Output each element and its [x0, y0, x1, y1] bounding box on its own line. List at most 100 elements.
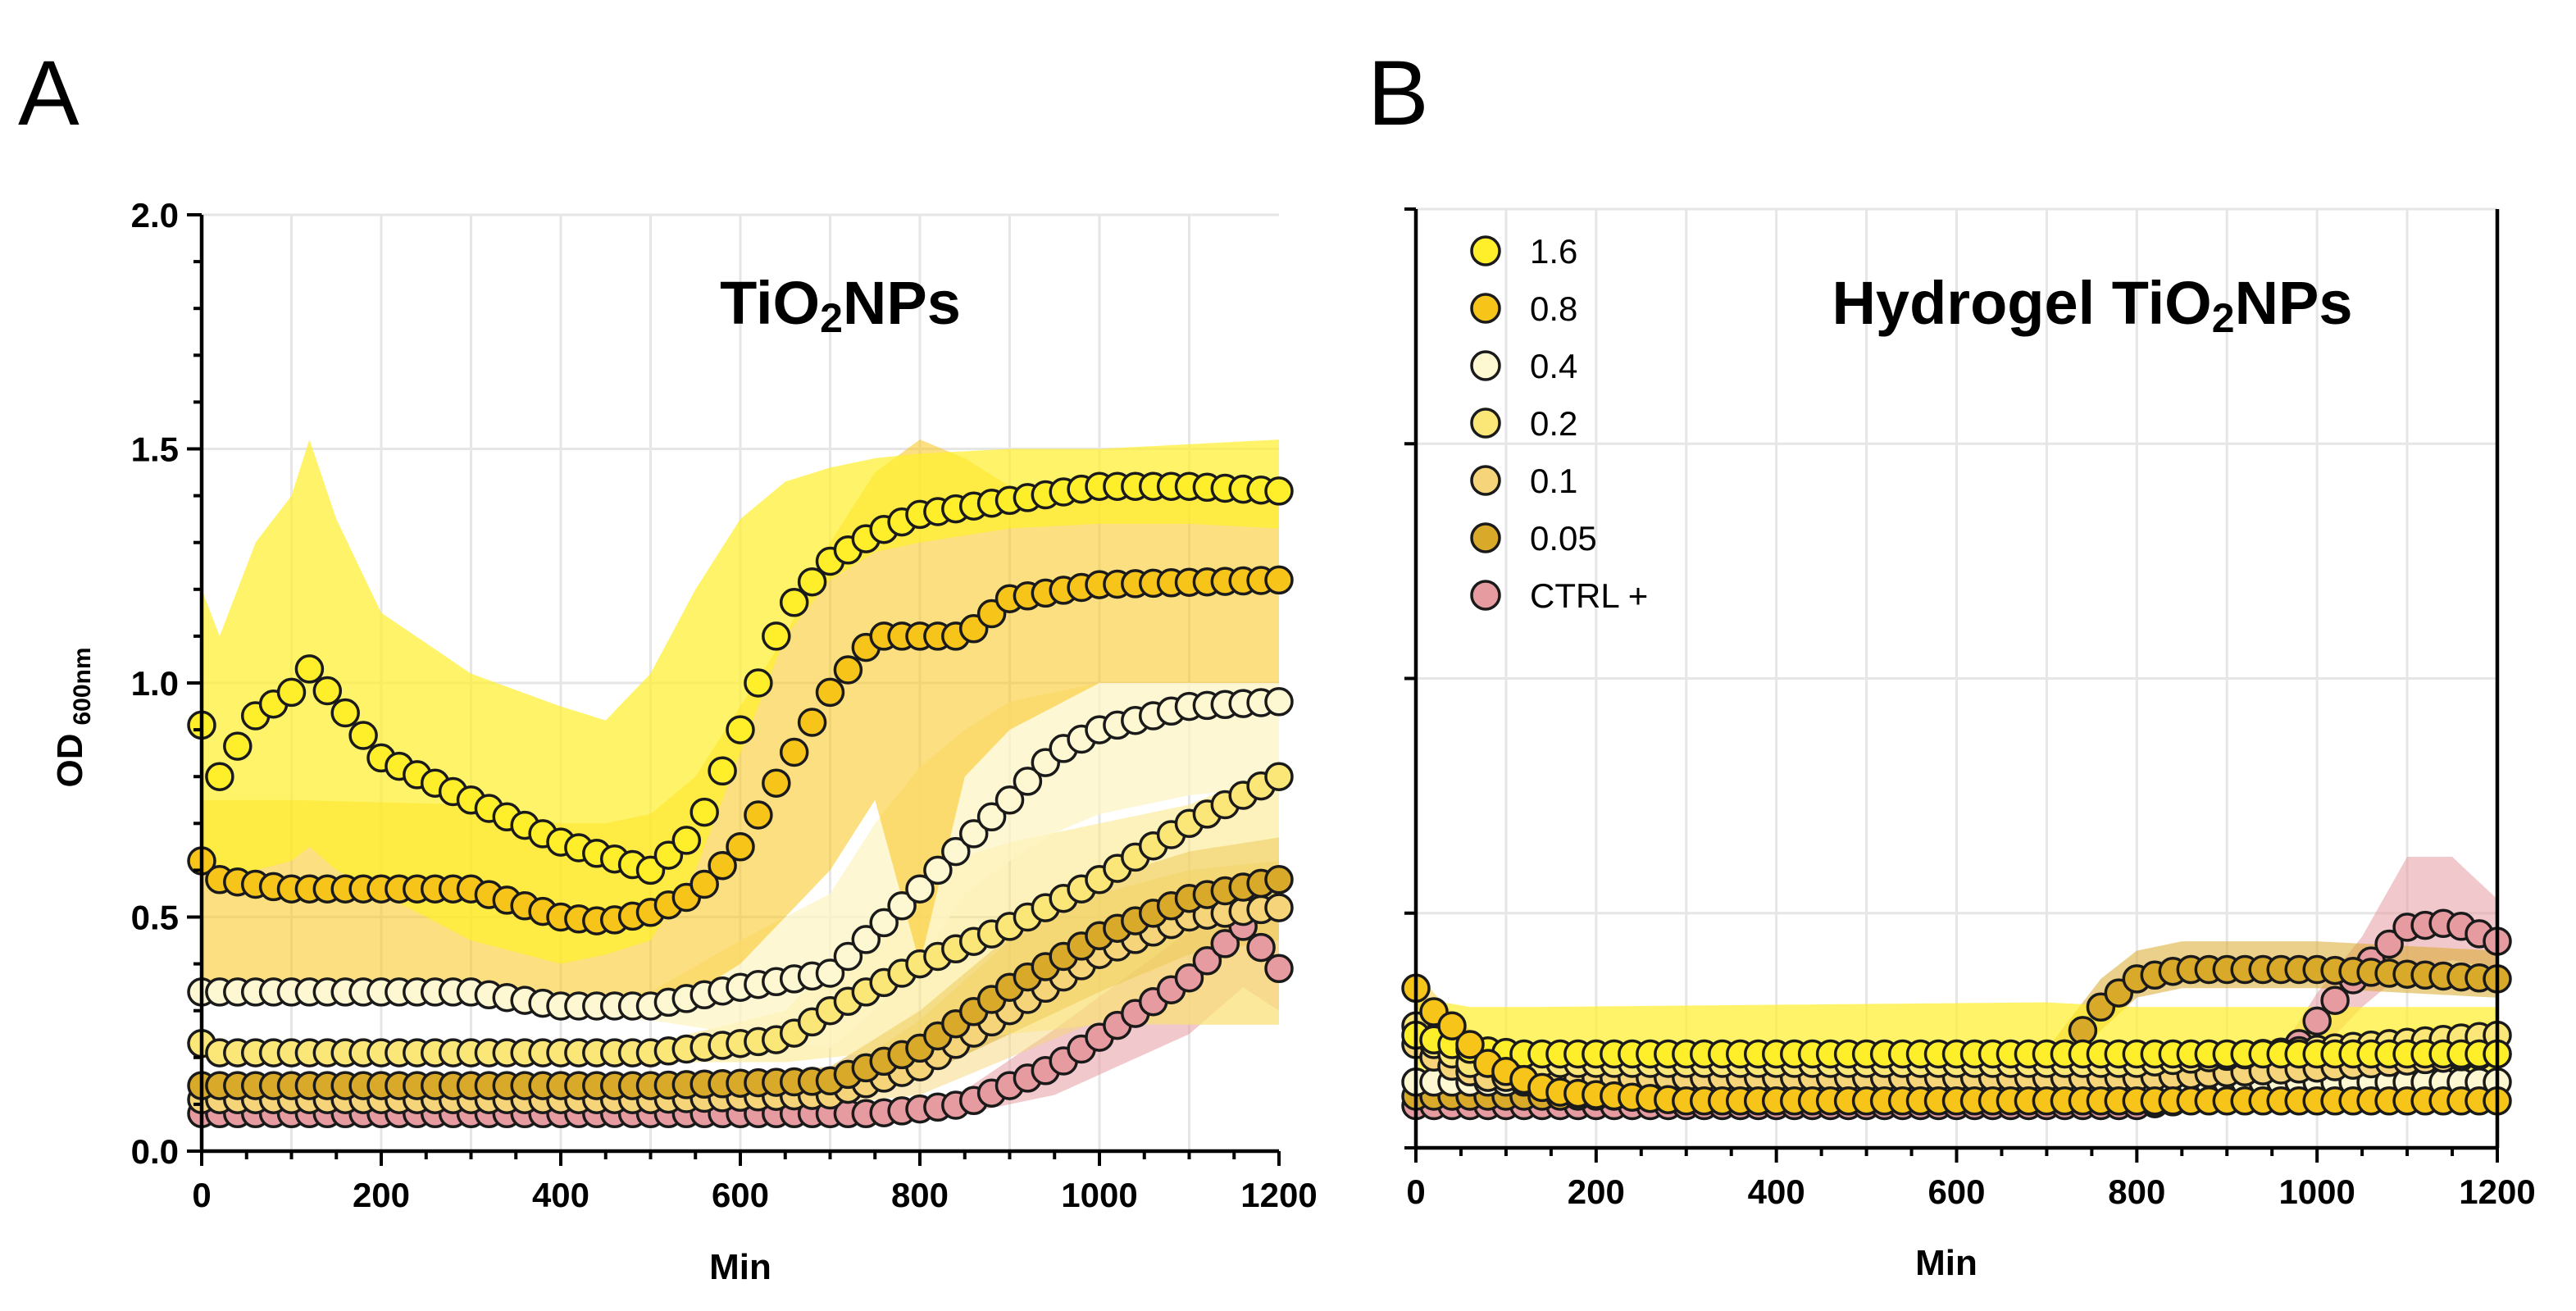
- data-point-b-6: [1455, 1030, 1485, 1059]
- error-band-a-1: [202, 861, 1279, 1104]
- legend: 1.6 0.8 0.4 0.2 0.1 0.05 CTRL +: [1470, 232, 1648, 615]
- data-point-a-4: [869, 908, 899, 938]
- data-point-a-6: [726, 715, 755, 744]
- chart-title-a-sub: 2: [820, 295, 843, 341]
- data-point-a-5: [797, 708, 827, 737]
- data-point-a-5: [815, 677, 845, 708]
- data-point-a-6: [708, 756, 737, 786]
- legend-marker: [1470, 465, 1501, 496]
- panel-letter-b: B: [1368, 42, 1429, 144]
- data-point-a-4: [1264, 687, 1294, 717]
- data-point-a-6: [762, 621, 791, 651]
- data-point-a-3: [1264, 762, 1294, 791]
- data-point-a-4: [923, 855, 953, 885]
- legend-label: 0.2: [1530, 404, 1577, 443]
- x-tick-label-a: 1000: [1061, 1176, 1137, 1214]
- data-point-a-6: [779, 588, 809, 617]
- data-point-b-6: [1437, 1011, 1467, 1040]
- chart-title-a: TiO2NPs: [720, 269, 961, 341]
- legend-marker: [1470, 293, 1501, 324]
- x-tick-label-a: 600: [712, 1176, 769, 1214]
- legend-marker: [1470, 407, 1501, 439]
- data-point-a-6: [671, 826, 702, 855]
- y-tick-label-a: 0.0: [131, 1132, 179, 1171]
- chart-title-b-rest: NPs: [2235, 269, 2353, 337]
- axes-a: 0 200 400 600 800 1000 1200 0.0 0.5 1.0 1.5 2.0: [131, 196, 1318, 1214]
- chart-title-b-main: Hydrogel TiO: [1832, 269, 2211, 337]
- data-point-a-6: [1264, 476, 1294, 506]
- data-point-a-6: [744, 668, 773, 698]
- x-tick-label-b: 800: [2108, 1172, 2165, 1211]
- data-point-a-5: [762, 768, 791, 798]
- grid-b: [1416, 207, 2497, 1148]
- chart-title-b: Hydrogel TiO2NPs: [1832, 269, 2352, 341]
- data-point-a-6: [797, 567, 827, 597]
- legend-label: 0.8: [1530, 289, 1577, 328]
- x-tick-label-b: 200: [1568, 1172, 1625, 1211]
- x-tick-label-a: 400: [532, 1176, 589, 1214]
- legend-marker: [1470, 350, 1501, 381]
- x-tick-label-a: 1200: [1240, 1176, 1317, 1214]
- chart-panel-a: 0 200 400 600 800 1000 1200 0.0 0.5 1.0 1.5 2.0 TiO…: [50, 196, 1318, 1287]
- x-tick-label-a: 0: [192, 1176, 211, 1214]
- chart-title-b-sub: 2: [2212, 295, 2235, 341]
- data-point-a-4: [941, 836, 971, 867]
- data-point-a-5: [708, 850, 737, 881]
- legend-label: 0.4: [1530, 347, 1577, 385]
- data-points-a: [187, 471, 1294, 1129]
- panel-letter-a: A: [18, 42, 80, 144]
- x-tick-label-b: 0: [1406, 1172, 1425, 1211]
- data-point-a-6: [205, 762, 234, 791]
- y-axis-label-a: OD 600nm: [50, 647, 96, 787]
- legend-label: 0.05: [1530, 519, 1597, 558]
- data-point-a-5: [1264, 565, 1294, 595]
- x-axis-label-a: Min: [709, 1247, 771, 1287]
- legend-label: CTRL +: [1530, 576, 1648, 615]
- legend-label: 1.6: [1530, 232, 1577, 271]
- x-tick-label-b: 400: [1748, 1172, 1805, 1211]
- chart-panel-b: 0 200 400 600 800 1000 1200 Hydrogel TiO2NPs M…: [1401, 207, 2536, 1283]
- data-point-a-6: [330, 698, 360, 728]
- error-band-a-4: [202, 683, 1279, 1049]
- data-point-a-6: [294, 654, 325, 684]
- data-point-b-0: [2302, 1006, 2332, 1036]
- data-point-a-0: [1192, 946, 1222, 976]
- data-point-a-5: [726, 832, 755, 862]
- y-axis-label-a-sub: 600nm: [69, 647, 96, 725]
- data-point-a-6: [690, 797, 719, 827]
- x-tick-label-b: 1000: [2278, 1172, 2355, 1211]
- data-point-a-1: [1264, 893, 1294, 922]
- data-point-a-6: [276, 677, 307, 708]
- data-point-a-4: [905, 874, 935, 904]
- y-tick-label-a: 1.0: [131, 664, 179, 703]
- data-point-a-6: [348, 721, 378, 750]
- data-point-a-2: [1264, 865, 1294, 894]
- legend-marker: [1470, 235, 1501, 266]
- data-point-a-4: [887, 891, 917, 921]
- data-point-a-5: [833, 655, 863, 685]
- legend-label: 0.1: [1530, 462, 1577, 500]
- data-points-b: [1401, 908, 2512, 1121]
- data-point-a-6: [223, 731, 253, 761]
- legend-marker: [1470, 580, 1501, 611]
- axes-b: 0 200 400 600 800 1000 1200: [1404, 207, 2536, 1211]
- x-tick-label-b: 1200: [2459, 1172, 2535, 1211]
- data-point-a-5: [779, 737, 809, 767]
- data-point-b-0: [2320, 986, 2350, 1015]
- data-point-a-0: [1174, 963, 1204, 993]
- data-point-a-4: [815, 958, 845, 988]
- data-point-b-0: [2374, 929, 2404, 959]
- data-point-a-5: [690, 869, 719, 899]
- chart-title-a-rest: NPs: [843, 269, 961, 337]
- data-point-a-6: [312, 676, 343, 706]
- legend-marker: [1470, 522, 1501, 553]
- data-point-a-4: [833, 941, 863, 972]
- x-axis-label-b: Min: [1915, 1243, 1978, 1283]
- error-band-a-6: [202, 439, 1279, 964]
- y-tick-label-a: 2.0: [131, 196, 179, 234]
- data-point-a-0: [1264, 954, 1294, 984]
- data-point-a-4: [851, 925, 881, 954]
- data-point-a-4: [1013, 767, 1043, 796]
- y-tick-label-a: 1.5: [131, 430, 179, 469]
